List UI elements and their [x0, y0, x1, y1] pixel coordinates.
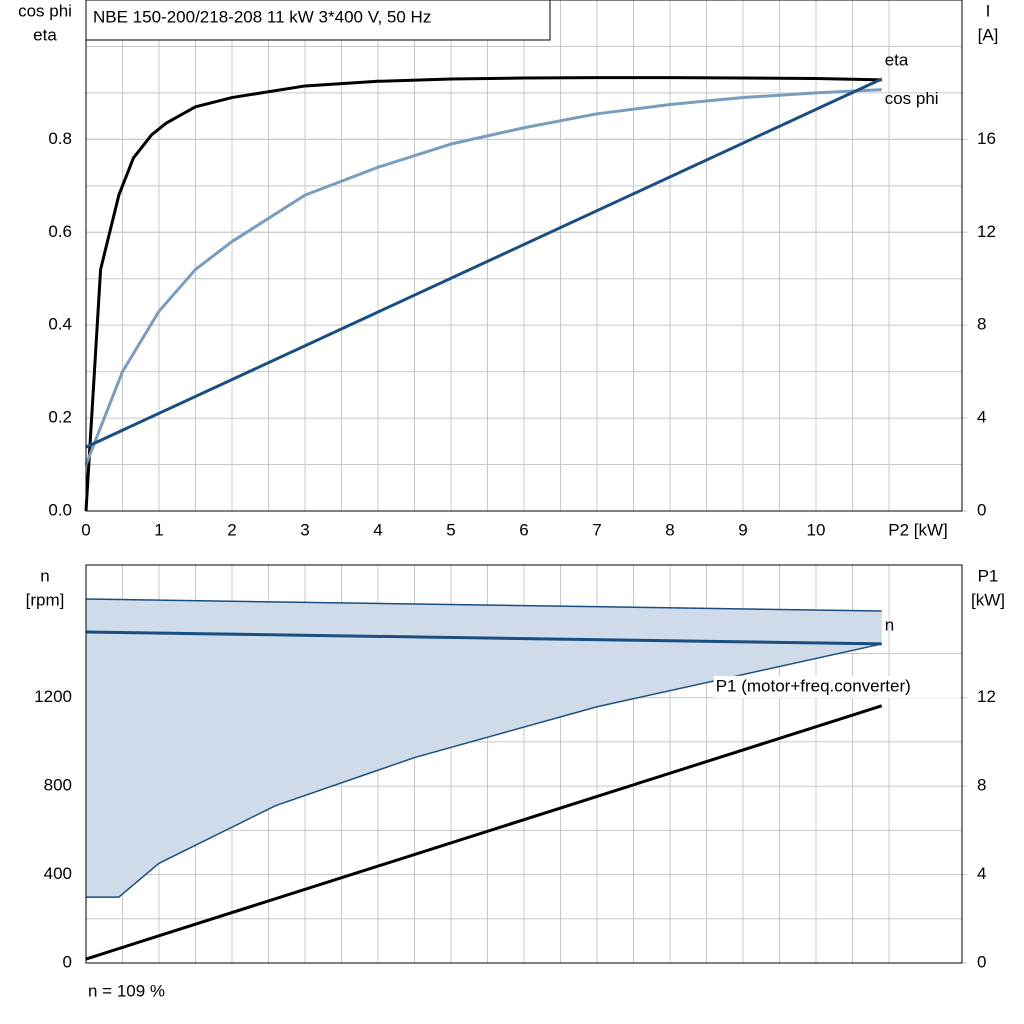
x-tick-label: 4: [373, 520, 382, 539]
y-tick-label: 0.8: [48, 129, 72, 148]
y2-tick-label: 0: [977, 952, 986, 971]
plot-frame: [85, 564, 963, 964]
y-axis-label: n: [40, 566, 49, 585]
y-tick-label: 1200: [34, 687, 72, 706]
y-tick-label: 0.0: [48, 500, 72, 519]
x-tick-label: 9: [738, 520, 747, 539]
series-line: [84, 88, 882, 466]
y-axis-label: [rpm]: [26, 590, 65, 609]
y-tick-label: 400: [44, 864, 72, 883]
y-axis-label: cos phi: [18, 1, 72, 20]
footnote: n = 109 %: [88, 981, 165, 1000]
x-tick-label: 1: [154, 520, 163, 539]
series-label: eta: [885, 50, 909, 69]
y-tick-label: 0.2: [48, 408, 72, 427]
y-tick-label: 0: [63, 952, 72, 971]
label-bg: [713, 675, 960, 698]
x-tick-label: 8: [665, 520, 674, 539]
series-line: [85, 704, 883, 961]
title-box: [85, 0, 551, 41]
y2-tick-label: 0: [977, 500, 986, 519]
y-tick-label: 0.6: [48, 222, 72, 241]
series-line: [85, 77, 883, 449]
x-axis-label: P2 [kW]: [888, 520, 948, 539]
x-tick-label: 2: [227, 520, 236, 539]
x-tick-label: 6: [519, 520, 528, 539]
series-label: n: [885, 615, 894, 634]
y2-tick-label: 8: [977, 776, 986, 795]
y2-tick-label: 8: [977, 315, 986, 334]
x-tick-label: 0: [81, 520, 90, 539]
series-label: cos phi: [885, 89, 939, 108]
y2-tick-label: 16: [977, 129, 996, 148]
x-tick-label: 7: [592, 520, 601, 539]
series-label: P1 (motor+freq.converter): [716, 676, 911, 695]
y2-axis-label: P1: [978, 566, 999, 585]
series-line: [84, 76, 882, 512]
chart-title: NBE 150-200/218-208 11 kW 3*400 V, 50 Hz: [93, 7, 431, 26]
y2-tick-label: 12: [977, 687, 996, 706]
y2-axis-label: [A]: [978, 25, 999, 44]
y2-axis-label: [kW]: [971, 590, 1005, 609]
range-upper: [85, 598, 882, 612]
y-axis-label: eta: [33, 25, 57, 44]
range-lower: [86, 643, 882, 898]
x-tick-label: 3: [300, 520, 309, 539]
y2-tick-label: 4: [977, 864, 986, 883]
x-tick-label: 5: [446, 520, 455, 539]
y2-tick-label: 12: [977, 222, 996, 241]
y-tick-label: 0.4: [48, 315, 72, 334]
range-area: [86, 599, 882, 898]
plot-frame: [85, 0, 963, 512]
x-tick-label: 10: [807, 520, 826, 539]
y-tick-label: 800: [44, 776, 72, 795]
y2-tick-label: 4: [977, 408, 986, 427]
series-line: [85, 630, 882, 646]
y2-axis-label: I: [986, 1, 991, 20]
